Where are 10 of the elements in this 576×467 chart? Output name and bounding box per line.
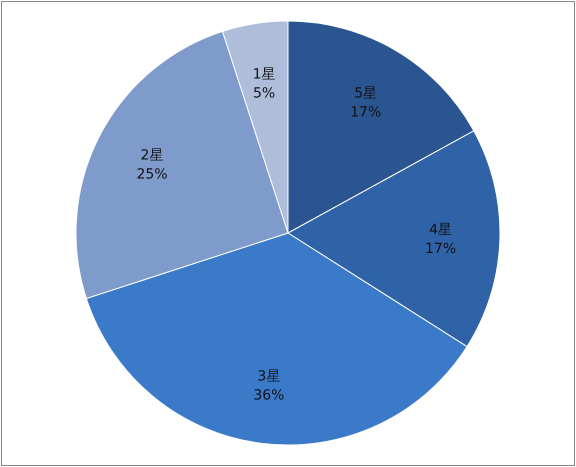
slice-label: 2星: [140, 148, 164, 164]
data-label: 5%: [253, 85, 276, 102]
data-label: 36%: [253, 387, 284, 404]
data-label: 17%: [350, 104, 382, 121]
data-label: 25%: [136, 166, 168, 183]
slice-label: 1星: [252, 66, 276, 82]
slice-label: 5星: [354, 86, 378, 102]
data-label: 17%: [425, 240, 456, 257]
slice-label: 3星: [257, 368, 280, 384]
slice-label: 4星: [429, 222, 452, 238]
